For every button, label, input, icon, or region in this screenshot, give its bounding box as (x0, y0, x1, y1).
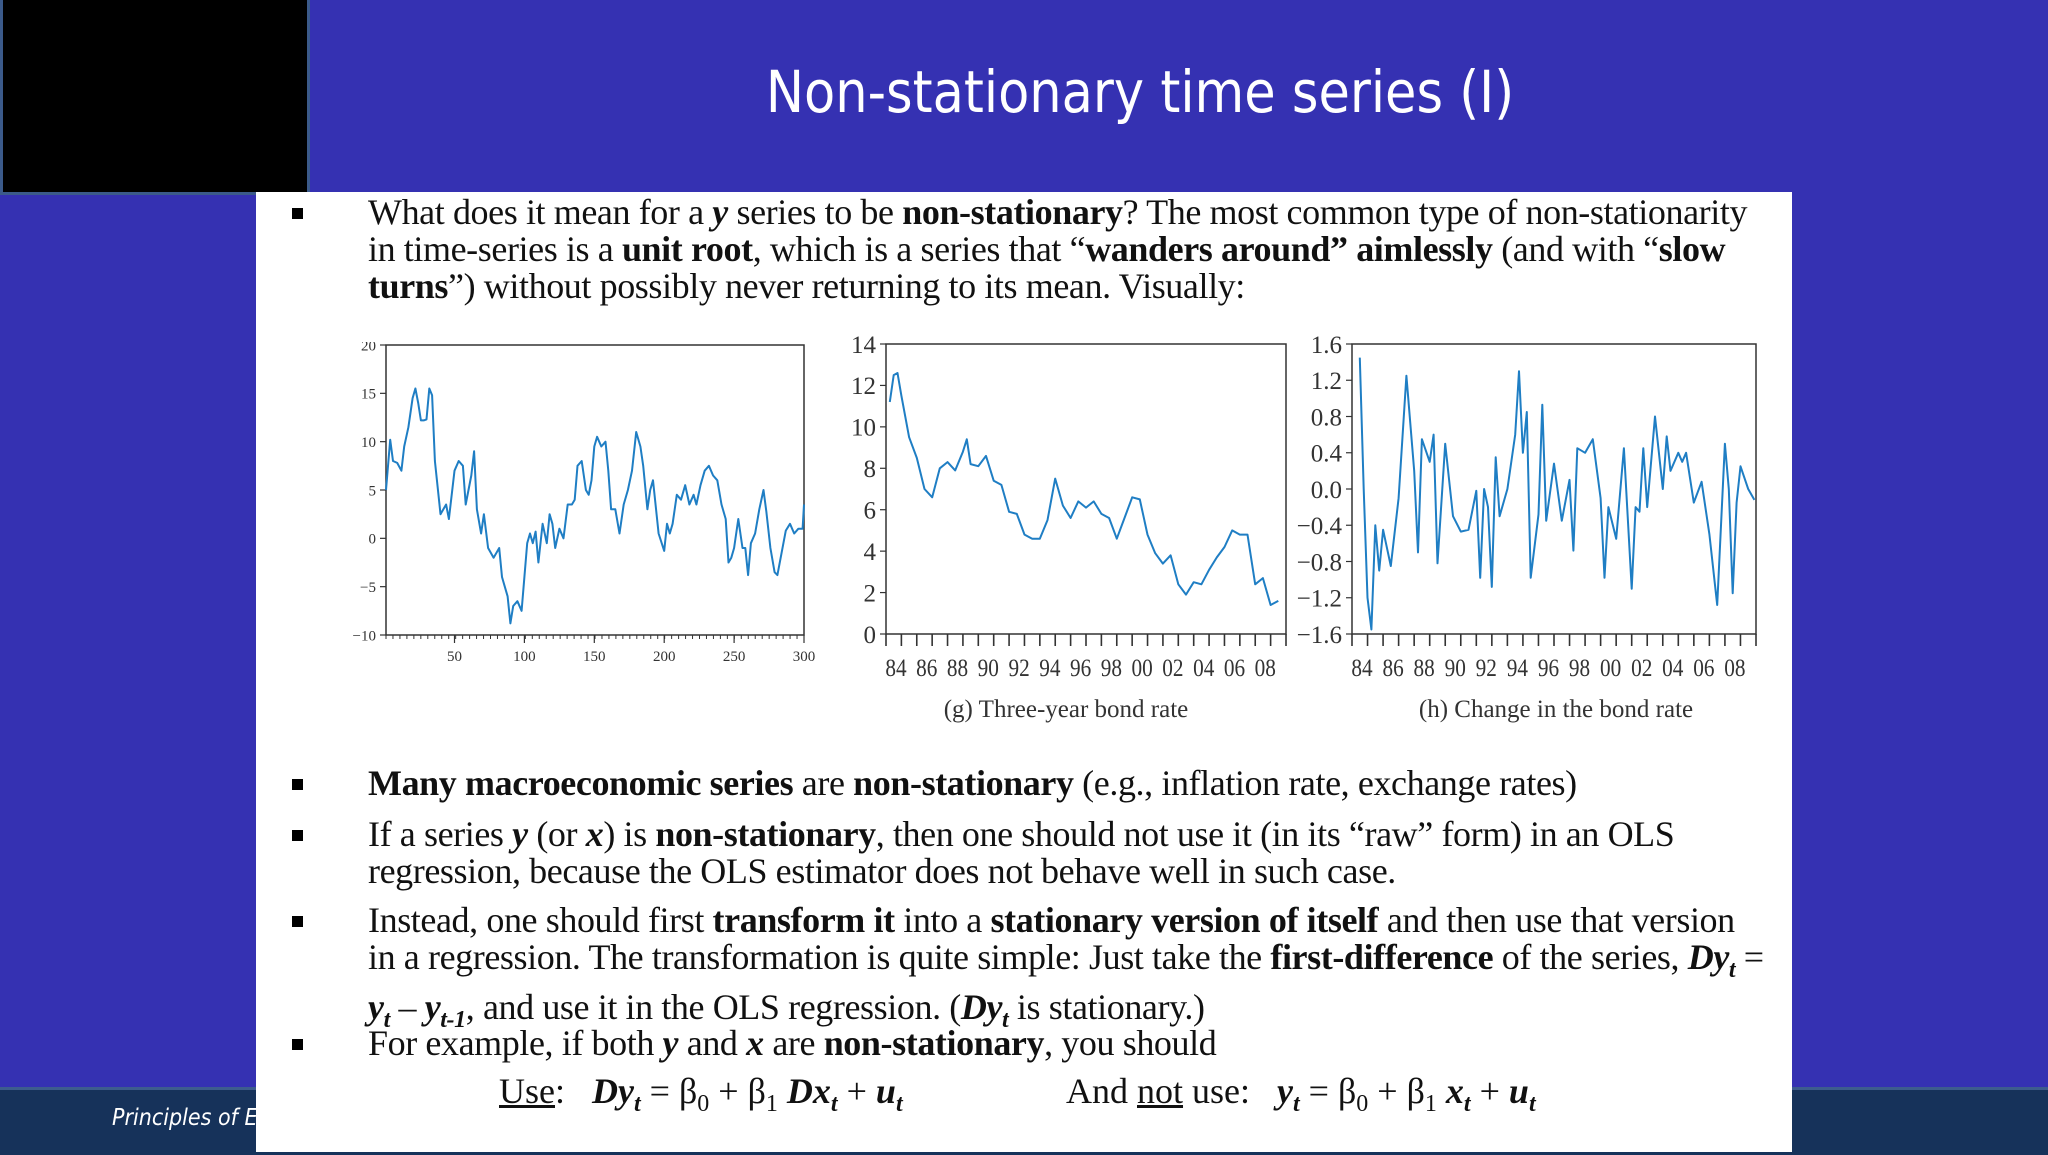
svg-text:08: 08 (1724, 654, 1745, 682)
svg-text:10: 10 (361, 435, 376, 451)
svg-text:00: 00 (1600, 654, 1621, 682)
svg-text:−1.2: −1.2 (1297, 586, 1342, 613)
svg-text:88: 88 (947, 654, 968, 682)
svg-text:200: 200 (653, 649, 676, 665)
svg-text:5: 5 (369, 483, 377, 499)
svg-text:92: 92 (1008, 654, 1029, 682)
not-label: not (1137, 1071, 1184, 1111)
svg-text:98: 98 (1101, 654, 1122, 682)
svg-text:86: 86 (1382, 654, 1403, 682)
svg-text:86: 86 (916, 654, 937, 682)
svg-text:0: 0 (864, 622, 877, 649)
use-label: Use (499, 1071, 555, 1111)
svg-text:8: 8 (864, 456, 877, 483)
svg-text:08: 08 (1255, 654, 1276, 682)
svg-text:88: 88 (1414, 654, 1435, 682)
svg-text:94: 94 (1039, 654, 1061, 682)
bullet-2-text: Many macroeconomic series are non-statio… (368, 763, 1577, 803)
bullet-marker (292, 1039, 303, 1050)
bullet-3-text: If a series y (or x) is non-stationary, … (368, 814, 1675, 891)
svg-text:96: 96 (1538, 654, 1559, 682)
svg-text:2: 2 (864, 580, 877, 607)
content-panel: What does it mean for a y series to be n… (256, 192, 1792, 1152)
svg-text:−10: −10 (353, 628, 376, 644)
svg-text:00: 00 (1132, 654, 1153, 682)
svg-text:12: 12 (851, 373, 876, 400)
chart-caption-g: (g) Three-year bond rate (943, 696, 1189, 723)
bullet-marker (292, 779, 303, 790)
svg-text:90: 90 (978, 654, 999, 682)
svg-text:94: 94 (1507, 654, 1529, 682)
chart-random-walk: −10 −5 0 5 10 15 20 50 100 150 200 250 300 (326, 342, 816, 672)
svg-text:96: 96 (1070, 654, 1091, 682)
svg-text:0.8: 0.8 (1311, 404, 1342, 431)
bullet-marker (292, 916, 303, 927)
svg-text:−0.4: −0.4 (1297, 513, 1343, 540)
equation-not-use: And not use: yt = β0 + β1 xt + ut (1066, 1071, 1536, 1118)
bullet-4-text: Instead, one should first transform it i… (368, 900, 1764, 1034)
svg-text:84: 84 (1351, 654, 1373, 682)
svg-text:−0.8: −0.8 (1297, 549, 1342, 576)
svg-text:98: 98 (1569, 654, 1590, 682)
svg-text:15: 15 (361, 387, 376, 403)
svg-text:−1.6: −1.6 (1297, 622, 1342, 649)
svg-text:02: 02 (1162, 654, 1183, 682)
svg-text:0.0: 0.0 (1311, 477, 1342, 504)
svg-text:20: 20 (361, 342, 376, 354)
svg-text:250: 250 (723, 649, 746, 665)
svg-text:0.4: 0.4 (1311, 441, 1343, 468)
svg-text:04: 04 (1193, 654, 1215, 682)
svg-text:150: 150 (583, 649, 606, 665)
svg-text:4: 4 (864, 539, 877, 566)
svg-text:0: 0 (369, 532, 377, 548)
svg-text:84: 84 (885, 654, 907, 682)
presenter-video-box (0, 0, 310, 195)
svg-text:1.6: 1.6 (1311, 332, 1342, 359)
bullet-marker (292, 830, 303, 841)
chart-change-in-bond-rate: −1.6 −1.2 −0.8 −0.4 0.0 0.4 0.8 1.2 1.6 84 86 88 90 9… (1294, 332, 1814, 692)
svg-text:1.2: 1.2 (1311, 368, 1342, 395)
svg-text:90: 90 (1445, 654, 1466, 682)
svg-text:02: 02 (1631, 654, 1652, 682)
svg-text:−5: −5 (360, 580, 376, 596)
footer-text: Principles of E (112, 1105, 258, 1131)
slide-title: Non-stationary time series (I) (765, 58, 1515, 126)
bullet-1-text: What does it mean for a y series to be n… (368, 192, 1748, 306)
svg-text:06: 06 (1693, 654, 1714, 682)
svg-text:50: 50 (447, 649, 462, 665)
svg-text:10: 10 (851, 415, 876, 442)
svg-text:6: 6 (864, 497, 877, 524)
svg-text:100: 100 (513, 649, 536, 665)
chart-caption-h: (h) Change in the bond rate (1418, 696, 1694, 723)
equation-use: Use: Dyt = β0 + β1 Dxt + ut (499, 1071, 903, 1118)
svg-text:04: 04 (1662, 654, 1684, 682)
chart-three-year-bond-rate: 0 2 4 6 8 10 12 14 84 86 88 90 92 94 96 98 00 02 04 06 08 (816, 332, 1296, 692)
svg-text:300: 300 (793, 649, 816, 665)
svg-text:14: 14 (851, 332, 877, 359)
svg-text:92: 92 (1476, 654, 1497, 682)
bullet-5-text: For example, if both y and x are non-sta… (368, 1023, 1217, 1063)
bullet-marker (292, 208, 303, 219)
svg-text:06: 06 (1224, 654, 1245, 682)
